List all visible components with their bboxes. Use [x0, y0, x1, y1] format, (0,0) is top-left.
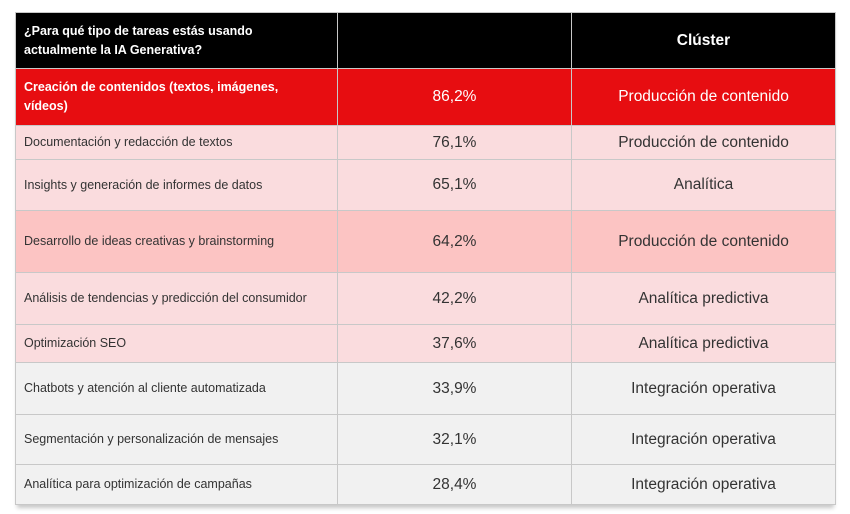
cluster-cell: Analítica predictiva: [571, 272, 836, 325]
cluster-cell: Producción de contenido: [571, 68, 836, 126]
value-cell: 65,1%: [337, 159, 572, 211]
header-cluster-cell: Clúster: [571, 12, 836, 69]
cluster-cell: Integración operativa: [571, 414, 836, 465]
table-body: Creación de contenidos (textos, imágenes…: [15, 68, 836, 505]
table-row: Insights y generación de informes de dat…: [15, 159, 836, 211]
task-cell: Creación de contenidos (textos, imágenes…: [15, 68, 338, 126]
task-cell: Optimización SEO: [15, 324, 338, 363]
table-header: ¿Para qué tipo de tareas estás usando ac…: [15, 12, 836, 69]
cluster-cell: Producción de contenido: [571, 125, 836, 160]
cluster-cell: Analítica predictiva: [571, 324, 836, 363]
value-cell: 33,9%: [337, 362, 572, 415]
table-row: Analítica para optimización de campañas …: [15, 464, 836, 505]
value-cell: 76,1%: [337, 125, 572, 160]
table-row: Documentación y redacción de textos 76,1…: [15, 125, 836, 160]
header-row: ¿Para qué tipo de tareas estás usando ac…: [15, 12, 836, 69]
task-cell: Documentación y redacción de textos: [15, 125, 338, 160]
value-cell: 86,2%: [337, 68, 572, 126]
cluster-cell: Producción de contenido: [571, 210, 836, 273]
cluster-cell: Integración operativa: [571, 362, 836, 415]
table-row: Segmentación y personalización de mensaj…: [15, 414, 836, 465]
genai-tasks-table: ¿Para qué tipo de tareas estás usando ac…: [15, 12, 836, 505]
value-cell: 32,1%: [337, 414, 572, 465]
task-cell: Analítica para optimización de campañas: [15, 464, 338, 505]
table-row: Desarrollo de ideas creativas y brainsto…: [15, 210, 836, 273]
task-cell: Desarrollo de ideas creativas y brainsto…: [15, 210, 338, 273]
cluster-cell: Integración operativa: [571, 464, 836, 505]
task-cell: Chatbots y atención al cliente automatiz…: [15, 362, 338, 415]
task-cell: Análisis de tendencias y predicción del …: [15, 272, 338, 325]
value-cell: 42,2%: [337, 272, 572, 325]
task-cell: Insights y generación de informes de dat…: [15, 159, 338, 211]
table-row: Análisis de tendencias y predicción del …: [15, 272, 836, 325]
cluster-cell: Analítica: [571, 159, 836, 211]
value-cell: 28,4%: [337, 464, 572, 505]
value-cell: 64,2%: [337, 210, 572, 273]
table-row: Creación de contenidos (textos, imágenes…: [15, 68, 836, 126]
header-value-cell: [337, 12, 572, 69]
table-row: Chatbots y atención al cliente automatiz…: [15, 362, 836, 415]
header-question-cell: ¿Para qué tipo de tareas estás usando ac…: [15, 12, 338, 69]
task-cell: Segmentación y personalización de mensaj…: [15, 414, 338, 465]
value-cell: 37,6%: [337, 324, 572, 363]
table-row: Optimización SEO 37,6% Analítica predict…: [15, 324, 836, 363]
